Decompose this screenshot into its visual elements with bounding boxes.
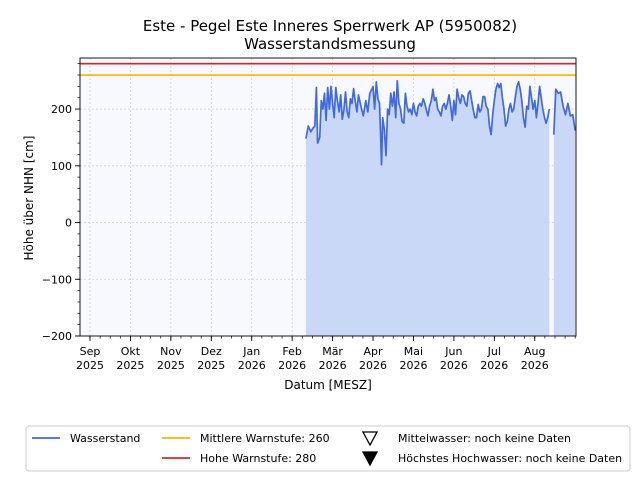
x-tick-label-month: Jan bbox=[242, 345, 260, 358]
legend-entry: Mittlere Warnstufe: 260 bbox=[162, 432, 330, 445]
legend-entry: Höchstes Hochwasser: noch keine Daten bbox=[361, 451, 622, 467]
x-tick-label-year: 2026 bbox=[238, 359, 266, 372]
y-tick-label: 0 bbox=[65, 217, 72, 230]
series-line bbox=[552, 88, 577, 135]
x-tick-label-month: Mai bbox=[404, 345, 423, 358]
x-axis-label: Datum [MESZ] bbox=[284, 378, 372, 392]
x-tick-label-year: 2026 bbox=[359, 359, 387, 372]
x-tick-label-year: 2026 bbox=[278, 359, 306, 372]
legend-label: Mittlere Warnstufe: 260 bbox=[200, 432, 330, 445]
y-tick-label: −100 bbox=[42, 273, 72, 286]
y-tick-label: −200 bbox=[42, 330, 72, 343]
x-tick-label-month: Okt bbox=[121, 345, 141, 358]
x-tick-label-year: 2026 bbox=[480, 359, 508, 372]
x-tick-label-year: 2025 bbox=[116, 359, 144, 372]
x-tick-label-year: 2026 bbox=[319, 359, 347, 372]
chart-title: Este - Pegel Este Inneres Sperrwerk AP (… bbox=[143, 17, 517, 35]
x-tick-label-year: 2025 bbox=[197, 359, 225, 372]
x-tick-label-month: Jun bbox=[444, 345, 462, 358]
x-tick-label-year: 2025 bbox=[157, 359, 185, 372]
x-tick-label-month: Dez bbox=[201, 345, 222, 358]
series-line bbox=[305, 79, 551, 166]
x-tick-label-month: Jul bbox=[487, 345, 501, 358]
legend-label: Wasserstand bbox=[70, 432, 140, 445]
chart-subtitle: Wasserstandsmessung bbox=[244, 35, 416, 53]
triangle-down-filled-icon bbox=[361, 451, 379, 467]
x-tick-label-month: Feb bbox=[282, 345, 301, 358]
legend-entry: Hohe Warnstufe: 280 bbox=[162, 452, 316, 465]
x-tick-label-year: 2026 bbox=[399, 359, 427, 372]
y-tick-label: 100 bbox=[51, 160, 72, 173]
x-tick-label-month: Nov bbox=[160, 345, 182, 358]
plot-area: −200−1000100200Sep2025Okt2025Nov2025Dez2… bbox=[42, 57, 577, 372]
x-tick-label-month: Aug bbox=[524, 345, 545, 358]
x-tick-label-year: 2026 bbox=[521, 359, 549, 372]
legend-label: Hohe Warnstufe: 280 bbox=[200, 452, 316, 465]
legend-entry: Wasserstand bbox=[32, 432, 140, 445]
legend-label: Mittelwasser: noch keine Daten bbox=[398, 432, 571, 445]
x-tick-label-month: Apr bbox=[364, 345, 384, 358]
legend-entry: Mittelwasser: noch keine Daten bbox=[361, 431, 571, 447]
axes-frame bbox=[79, 57, 577, 337]
y-axis-label: Höhe über NHN [cm] bbox=[22, 136, 36, 261]
series-area bbox=[305, 80, 550, 336]
series-area bbox=[553, 89, 576, 336]
y-tick-label: 200 bbox=[51, 103, 72, 116]
triangle-down-outline-icon bbox=[361, 431, 379, 447]
x-tick-label-month: Sep bbox=[80, 345, 101, 358]
legend-label: Höchstes Hochwasser: noch keine Daten bbox=[398, 452, 622, 465]
x-tick-label-year: 2025 bbox=[76, 359, 104, 372]
x-tick-label-month: Mär bbox=[322, 345, 343, 358]
x-tick-label-year: 2026 bbox=[440, 359, 468, 372]
legend: Wasserstand Mittlere Warnstufe: 260 Mittel… bbox=[25, 425, 631, 472]
